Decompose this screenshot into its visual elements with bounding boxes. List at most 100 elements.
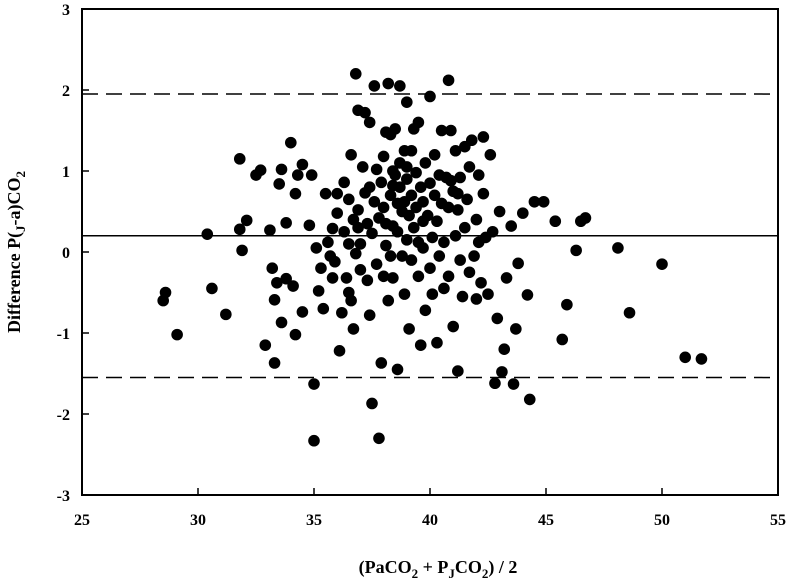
data-point (445, 124, 457, 137)
data-point (570, 244, 582, 257)
data-point (338, 225, 350, 238)
data-point (484, 149, 497, 161)
data-point (345, 149, 357, 161)
data-point (220, 308, 232, 321)
data-point (377, 201, 390, 214)
data-point (394, 80, 406, 92)
data-point (280, 217, 292, 229)
data-point (356, 161, 369, 173)
data-point (259, 339, 272, 351)
data-point (233, 153, 246, 165)
data-point (370, 163, 383, 176)
data-point (431, 215, 443, 228)
data-point (368, 195, 381, 208)
data-point (496, 366, 508, 378)
data-point (442, 201, 455, 214)
data-point (343, 238, 355, 250)
data-point (442, 74, 455, 87)
data-point (363, 181, 376, 193)
data-point (349, 247, 362, 260)
data-point (489, 377, 501, 390)
data-point (396, 250, 408, 262)
data-point (431, 336, 443, 349)
data-point (233, 223, 246, 236)
data-point (414, 339, 427, 351)
data-point (366, 227, 378, 240)
data-point (463, 266, 476, 279)
data-point (308, 378, 320, 390)
data-point (296, 158, 309, 171)
data-point (452, 204, 464, 216)
data-point (275, 163, 288, 176)
data-point (456, 290, 469, 303)
data-point (517, 207, 529, 219)
x-tick-label: 40 (422, 512, 438, 529)
data-point (523, 393, 536, 406)
data-point (236, 244, 248, 257)
data-point (505, 220, 517, 232)
data-point (326, 272, 339, 284)
data-point (426, 288, 439, 300)
data-point (463, 161, 476, 173)
data-point (417, 195, 429, 208)
data-point (389, 123, 402, 135)
data-point (380, 239, 392, 252)
data-point (345, 294, 357, 307)
data-point (656, 258, 668, 270)
data-point (308, 434, 320, 447)
data-point (384, 189, 397, 202)
data-point (412, 270, 425, 283)
y-tick-label: 2 (62, 83, 70, 100)
data-point (428, 189, 441, 202)
data-point (521, 289, 534, 301)
data-point (419, 157, 432, 169)
data-point (470, 213, 483, 226)
data-point (315, 262, 327, 275)
data-point (623, 306, 636, 319)
data-point (424, 177, 436, 189)
data-point (445, 174, 457, 187)
data-point (482, 288, 494, 300)
y-tick-label: -2 (57, 407, 70, 424)
data-point (266, 262, 279, 275)
data-point (343, 193, 355, 206)
data-point (349, 68, 362, 80)
data-point (433, 250, 446, 262)
data-point (296, 306, 309, 318)
data-point (401, 161, 413, 173)
data-point (477, 187, 490, 200)
data-point (331, 207, 344, 219)
data-point (461, 193, 473, 206)
data-point (459, 221, 471, 234)
data-point (368, 80, 381, 92)
y-tick-label: 3 (62, 2, 70, 19)
data-point (579, 212, 592, 224)
data-point (405, 254, 418, 266)
data-point (338, 176, 350, 189)
data-point (352, 204, 364, 216)
data-point (449, 144, 462, 157)
plot-area: -3 -2 -1 0 1 2 3 25 30 35 40 45 50 55 (57, 2, 786, 529)
data-point (305, 169, 318, 181)
data-point (363, 116, 376, 129)
data-point (268, 357, 281, 369)
data-point (412, 116, 425, 129)
data-point (477, 131, 490, 143)
x-tick-label: 45 (538, 512, 554, 529)
data-point (317, 302, 330, 315)
data-point (380, 217, 392, 230)
y-tick-label: -1 (57, 326, 70, 343)
y-tick-label: 0 (62, 245, 70, 262)
x-tick-label: 25 (74, 512, 90, 529)
data-point (403, 209, 415, 222)
data-point (159, 286, 172, 299)
data-point (561, 298, 573, 311)
data-point (403, 323, 415, 335)
data-point (275, 316, 288, 329)
data-point (549, 215, 562, 228)
data-point (289, 187, 302, 200)
data-point (303, 219, 316, 232)
data-point (447, 320, 460, 333)
y-tick-label: -3 (57, 488, 70, 505)
data-point (285, 136, 297, 149)
